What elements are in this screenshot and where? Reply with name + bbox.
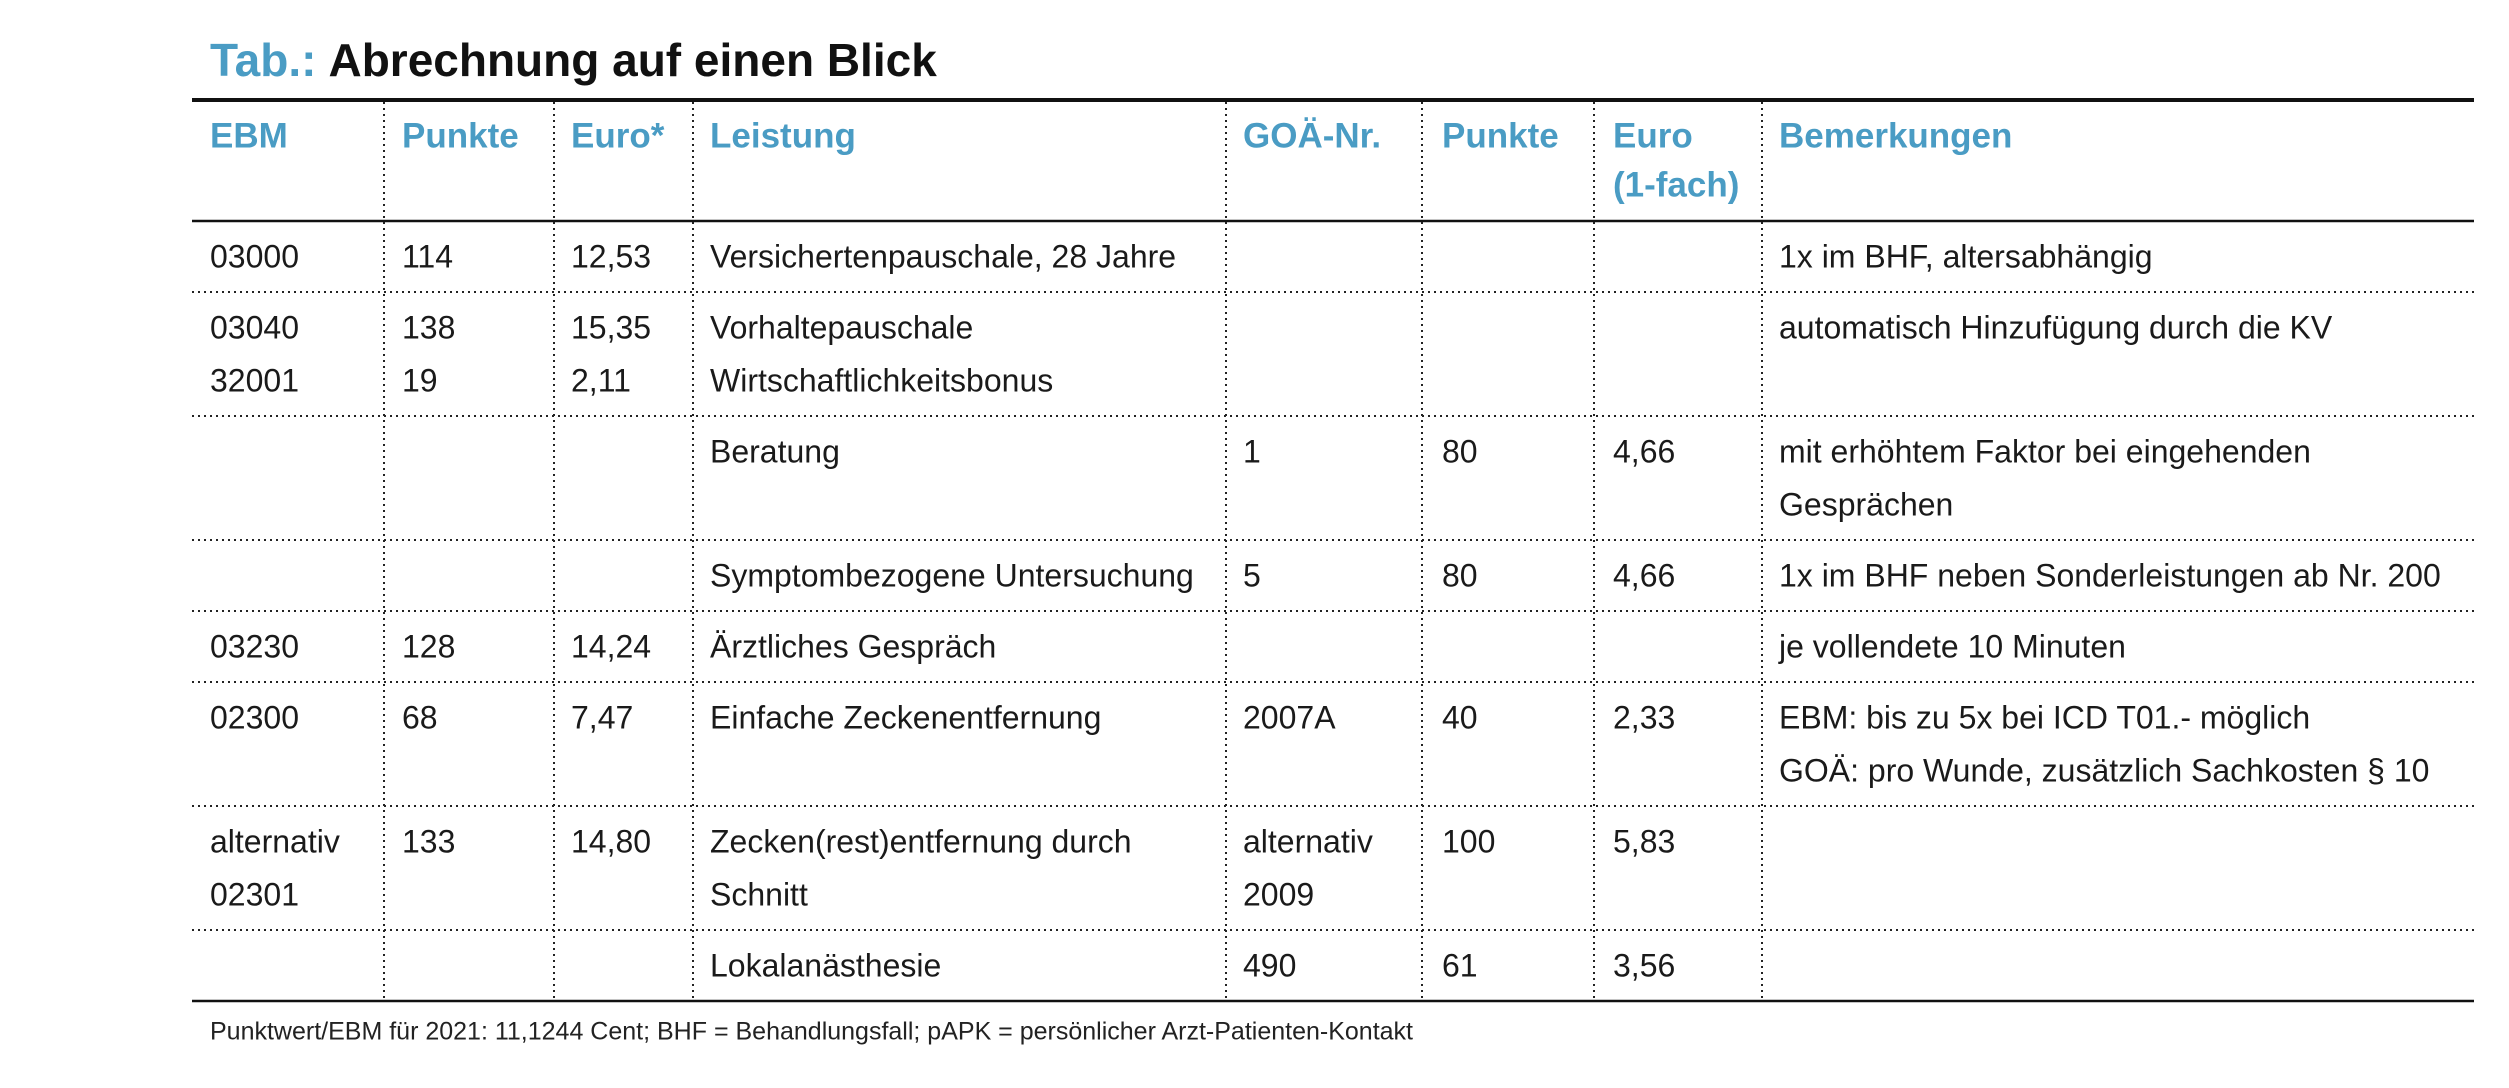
table-cell: 5,83 — [1613, 823, 1675, 859]
table-cell: 12,53 — [571, 238, 651, 274]
table-cell: 2,33 — [1613, 699, 1675, 735]
table-cell: 14,24 — [571, 628, 651, 664]
table-cell: 80 — [1442, 557, 1478, 593]
table-cell: 80 — [1442, 433, 1478, 469]
table-cell: 7,47 — [571, 699, 633, 735]
table-cell: 02301 — [210, 876, 299, 912]
table-cell: 2009 — [1243, 876, 1314, 912]
table-cell: 1x im BHF neben Sonderleistungen ab Nr. … — [1779, 557, 2441, 593]
table-cell: Ärztliches Gespräch — [710, 628, 996, 664]
table-cell: Wirtschaftlichkeitsbonus — [710, 362, 1053, 398]
table-cell: mit erhöhtem Faktor bei eingehenden — [1779, 433, 2311, 469]
header-cell: Euro* — [571, 116, 665, 155]
header-cell: (1-fach) — [1613, 165, 1739, 204]
title-label: Tab.: — [210, 34, 316, 86]
table-cell: 14,80 — [571, 823, 651, 859]
table-cell: automatisch Hinzufügung durch die KV — [1779, 309, 2333, 345]
table-cell: 4,66 — [1613, 433, 1675, 469]
table-cell: 15,35 — [571, 309, 651, 345]
table-cell: Lokalanästhesie — [710, 947, 941, 983]
table-cell: 40 — [1442, 699, 1478, 735]
table-cell: Beratung — [710, 433, 840, 469]
table-cell: 4,66 — [1613, 557, 1675, 593]
table-cell: Versichertenpauschale, 28 Jahre — [710, 238, 1176, 274]
table-cell: 32001 — [210, 362, 299, 398]
table-cell: 03000 — [210, 238, 299, 274]
table-cell: 128 — [402, 628, 455, 664]
table-cell: Einfache Zeckenentfernung — [710, 699, 1101, 735]
header-cell: Bemerkungen — [1779, 116, 2012, 155]
table-cell: Zecken(rest)entfernung durch — [710, 823, 1132, 859]
title-text: Abrechnung auf einen Blick — [328, 34, 937, 86]
table-cell: 100 — [1442, 823, 1495, 859]
table-cell: Gesprächen — [1779, 486, 1953, 522]
table-cell: 133 — [402, 823, 455, 859]
table-cell: EBM: bis zu 5x bei ICD T01.- möglich — [1779, 699, 2310, 735]
title: Tab.: Abrechnung auf einen Blick — [210, 34, 937, 86]
table-cell: GOÄ: pro Wunde, zusätzlich Sachkosten § … — [1779, 752, 2429, 788]
footnote: Punktwert/EBM für 2021: 11,1244 Cent; BH… — [210, 1018, 1413, 1046]
table-cell: 03040 — [210, 309, 299, 345]
table-cell: Schnitt — [710, 876, 808, 912]
table-cell: je vollendete 10 Minuten — [1778, 628, 2126, 664]
header-cell: Euro — [1613, 116, 1693, 155]
table-cell: 490 — [1243, 947, 1296, 983]
header-cell: Punkte — [402, 116, 519, 155]
table-cell: 03230 — [210, 628, 299, 664]
header-cell: GOÄ-Nr. — [1243, 116, 1381, 155]
table-cell: 114 — [402, 238, 453, 274]
table-cell: 02300 — [210, 699, 299, 735]
table-cell: 3,56 — [1613, 947, 1675, 983]
table-cell: 2007A — [1243, 699, 1336, 735]
table-cell: 19 — [402, 362, 438, 398]
header-cell: Punkte — [1442, 116, 1559, 155]
table-cell: Symptombezogene Untersuchung — [710, 557, 1194, 593]
header-cell: Leistung — [710, 116, 856, 155]
table-cell: 5 — [1243, 557, 1261, 593]
table-cell: 61 — [1442, 947, 1478, 983]
table-cell: alternativ — [1243, 823, 1373, 859]
header-cell: EBM — [210, 116, 288, 155]
table-cell: 1x im BHF, altersabhängig — [1779, 238, 2153, 274]
table-cell: Vorhaltepauschale — [710, 309, 973, 345]
table-cell: 2,11 — [571, 362, 631, 398]
table-cell: 1 — [1243, 433, 1261, 469]
table-cell: 138 — [402, 309, 455, 345]
table-cell: alternativ — [210, 823, 340, 859]
table-cell: 68 — [402, 699, 438, 735]
